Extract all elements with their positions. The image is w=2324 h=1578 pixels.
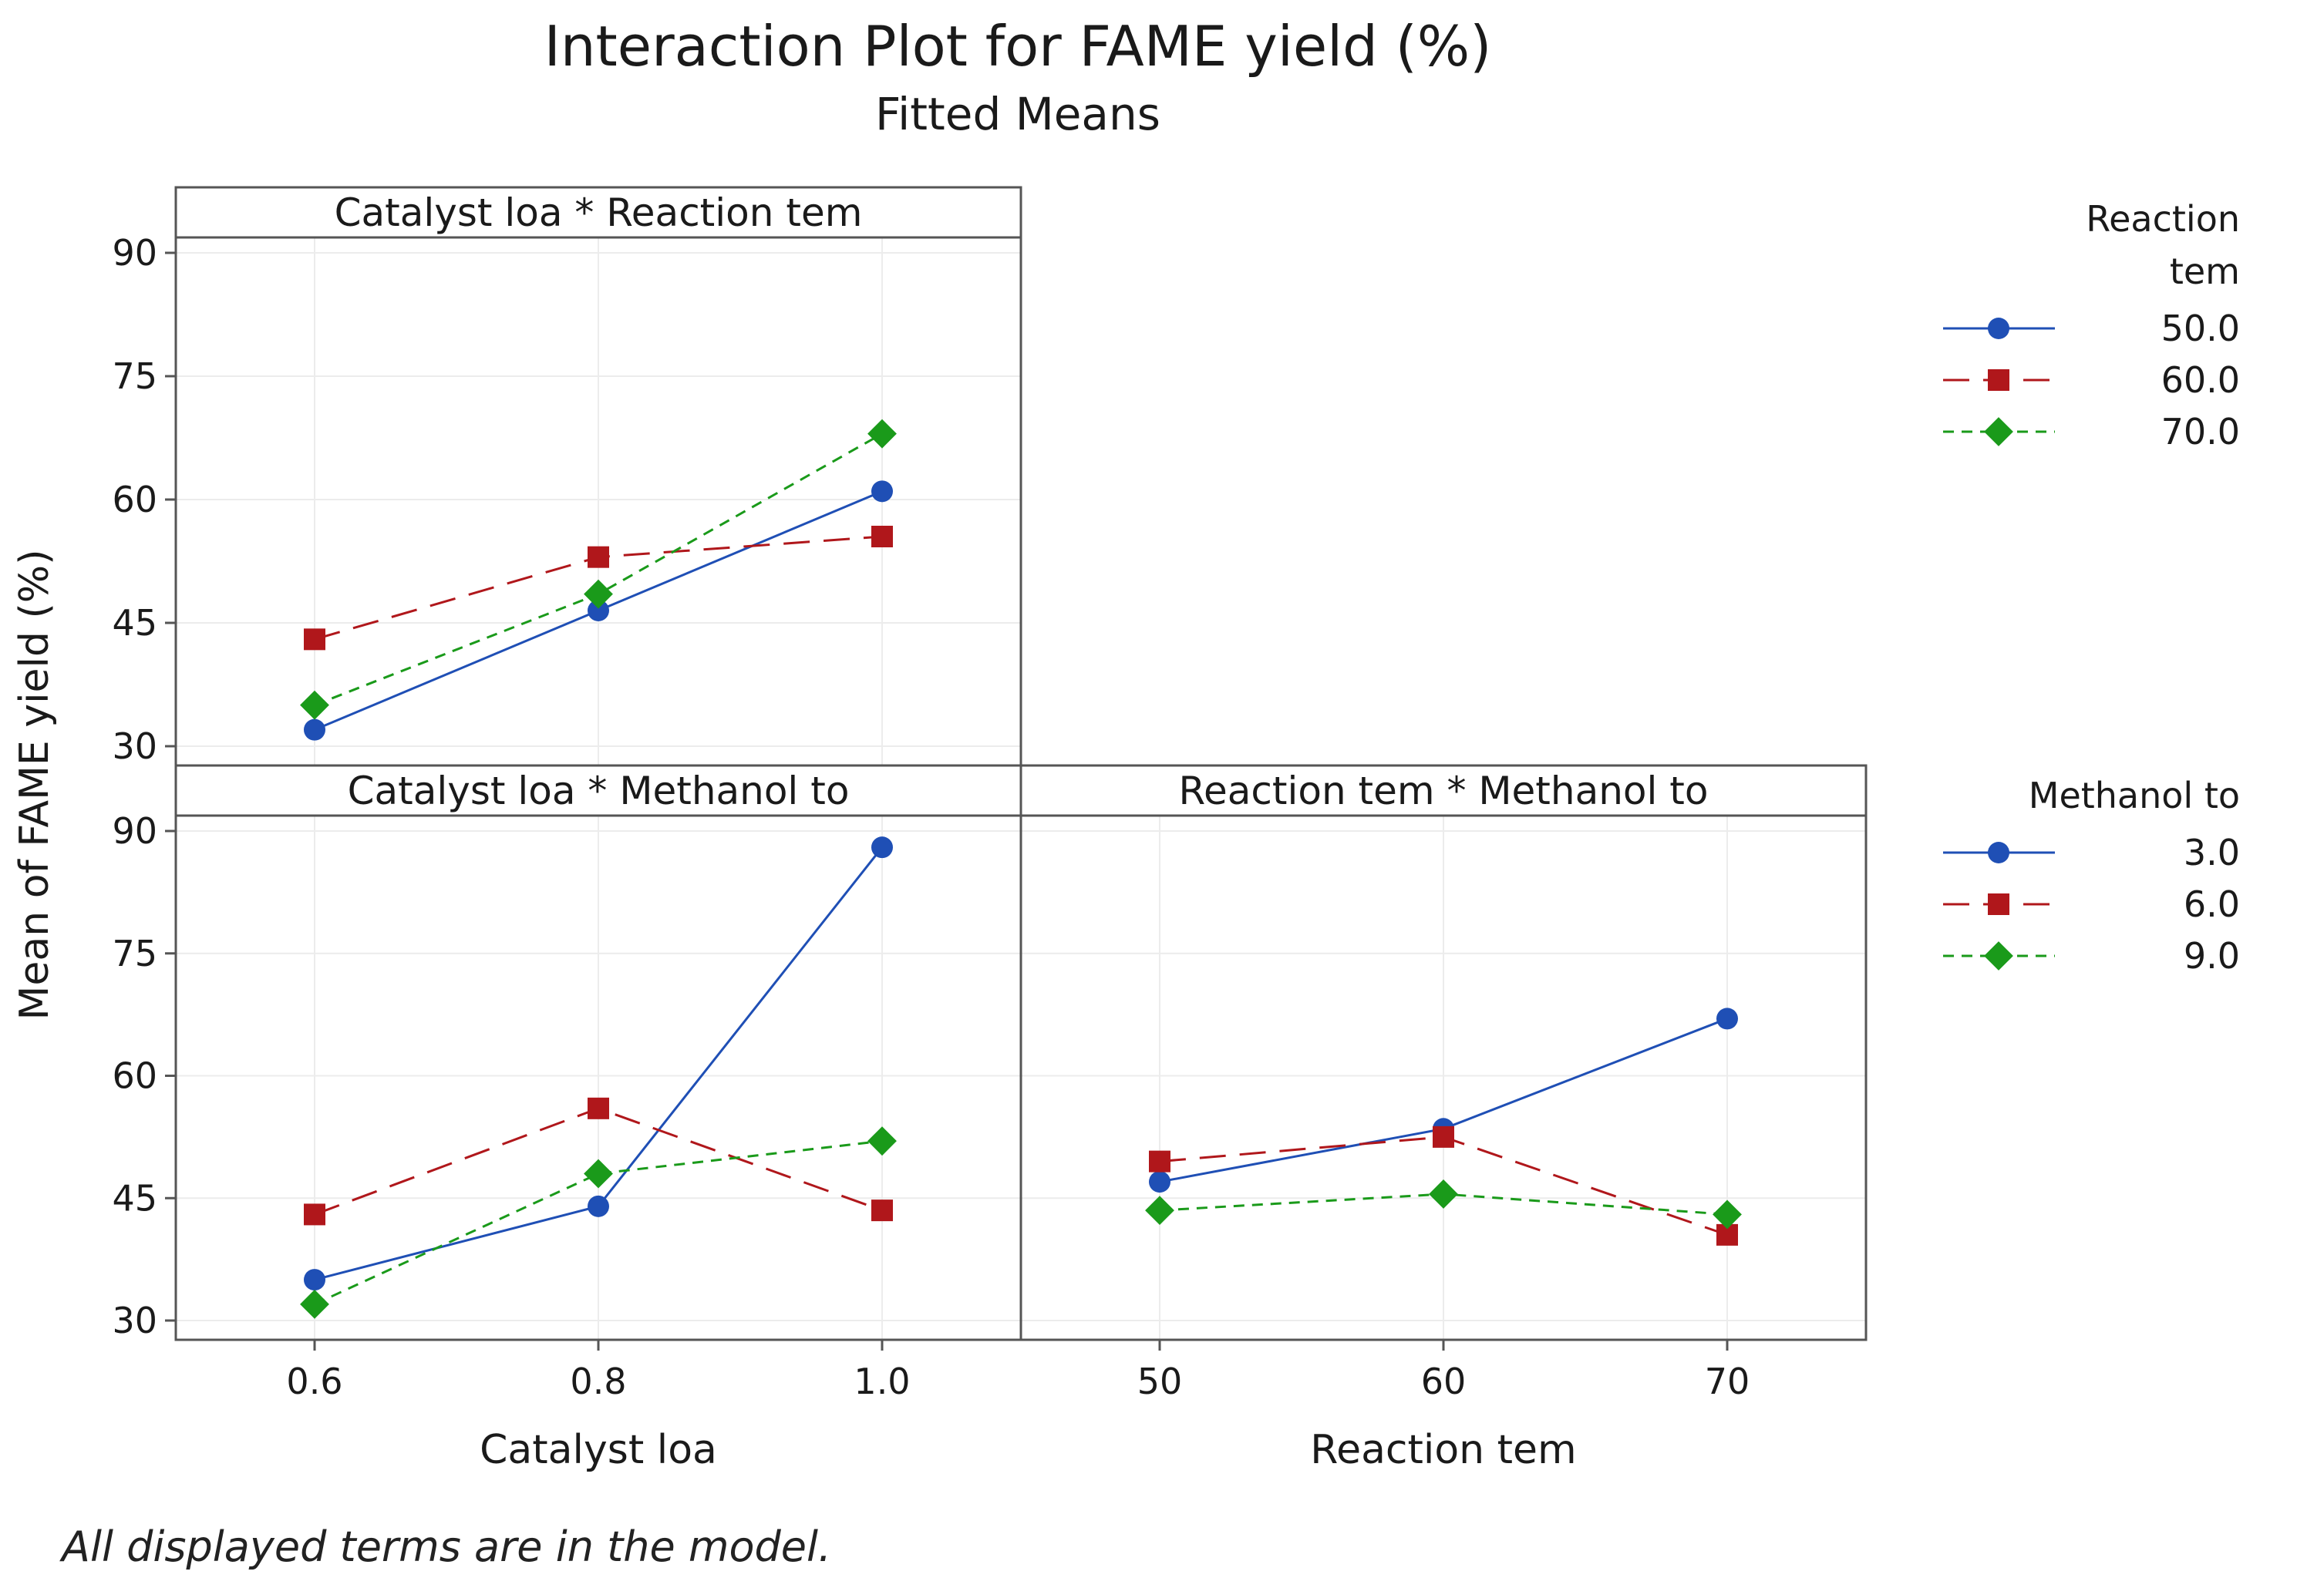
panel-title: Catalyst loa * Reaction tem: [335, 190, 863, 235]
series-9.0: [300, 1126, 897, 1319]
data-point: [871, 480, 893, 503]
data-point: [584, 1159, 613, 1189]
data-point: [304, 718, 325, 741]
data-point: [1713, 1199, 1742, 1230]
legend-label: 3.0: [2184, 832, 2240, 873]
x-tick-label: 1.0: [854, 1361, 910, 1402]
data-point: [300, 1289, 329, 1319]
legend-marker: [1988, 318, 2009, 339]
series-line: [314, 1139, 883, 1306]
data-point: [1149, 1150, 1170, 1173]
series-6.0: [1149, 1125, 1738, 1246]
legend-title: Reaction: [2086, 198, 2240, 240]
panel-title: Reaction tem * Methanol to: [1178, 769, 1708, 813]
panel-bottom-left: Catalyst loa * Methanol to 30 45 60 75 90 0.6 0…: [112, 764, 1022, 1473]
data-point: [867, 419, 897, 449]
series-70.0: [300, 419, 897, 720]
data-point: [588, 600, 609, 621]
data-point: [871, 1199, 893, 1222]
panel-top-left: Catalyst loa * Reaction tem 30 45 60 75 90: [112, 186, 1022, 767]
series-50.0: [304, 480, 893, 741]
data-point: [1716, 1008, 1738, 1030]
data-point: [1433, 1125, 1454, 1148]
legend-label: 9.0: [2184, 935, 2240, 977]
y-tick-label: 30: [112, 725, 157, 767]
panel-bottom-right: Reaction tem * Methanol to 50 60 70 Reaction…: [1019, 764, 1868, 1473]
x-tick-label: 0.8: [570, 1361, 626, 1402]
data-point: [588, 546, 609, 568]
y-axis-label: Mean of FAME yield (%): [12, 550, 58, 1021]
series-6.0: [304, 1097, 893, 1226]
footnote: All displayed terms are in the model.: [62, 1522, 832, 1571]
x-tick-label: 60: [1421, 1361, 1467, 1402]
y-tick-label: 90: [112, 232, 157, 274]
data-point: [584, 579, 613, 609]
x-tick-label: 70: [1705, 1361, 1750, 1402]
data-point: [304, 628, 325, 651]
x-tick-label: 0.6: [286, 1361, 342, 1402]
y-tick-label: 60: [112, 1055, 157, 1097]
x-axis-label: Catalyst loa: [480, 1427, 717, 1473]
y-tick-label: 45: [112, 602, 157, 644]
legend-reaction: Reaction tem 50.0 60.0 70.0: [1943, 198, 2240, 453]
data-point: [304, 1203, 325, 1226]
legend-marker: [1988, 842, 2009, 863]
panel-strip: [174, 764, 1022, 817]
x-tick-label: 50: [1137, 1361, 1183, 1402]
legend-title: Methanol to: [2029, 775, 2240, 816]
data-point: [871, 836, 893, 859]
y-tick-label: 30: [112, 1300, 157, 1341]
legend-label: 6.0: [2184, 883, 2240, 925]
data-point: [1429, 1179, 1458, 1209]
y-tick-label: 75: [112, 933, 157, 974]
legend-marker: [1984, 941, 2013, 971]
series-9.0: [1145, 1179, 1742, 1230]
chart-subtitle: Fitted Means: [875, 88, 1160, 140]
y-tick-label: 60: [112, 479, 157, 520]
x-axis-label: Reaction tem: [1310, 1427, 1576, 1473]
legend-methanol: Methanol to 3.0 6.0 9.0: [1943, 775, 2240, 977]
data-point: [867, 1126, 897, 1156]
legend-label: 50.0: [2161, 308, 2240, 349]
legend-marker: [1984, 417, 2013, 446]
y-tick-label: 90: [112, 810, 157, 852]
legend-title: tem: [2170, 251, 2240, 292]
data-point: [588, 1195, 609, 1217]
series-3.0: [304, 836, 893, 1291]
data-point: [1149, 1171, 1170, 1193]
y-tick-label: 45: [112, 1177, 157, 1219]
legends-layer: Reaction tem 50.0 60.0 70.0 Methanol to 3.0 6.0…: [1943, 198, 2240, 977]
legend-label: 70.0: [2161, 411, 2240, 453]
series-60.0: [304, 526, 893, 651]
panel-title: Catalyst loa * Methanol to: [348, 769, 850, 813]
chart-title: Interaction Plot for FAME yield (%): [544, 14, 1492, 79]
legend-marker: [1988, 369, 2009, 391]
legend-label: 60.0: [2161, 359, 2240, 401]
data-point: [304, 1269, 325, 1291]
data-point: [871, 526, 893, 547]
data-point: [1145, 1196, 1174, 1226]
y-tick-label: 75: [112, 355, 157, 397]
data-point: [300, 690, 329, 720]
data-point: [588, 1097, 609, 1119]
legend-marker: [1988, 893, 2009, 915]
panels-layer: Catalyst loa * Reaction tem3045607590Cat…: [112, 186, 1868, 1473]
